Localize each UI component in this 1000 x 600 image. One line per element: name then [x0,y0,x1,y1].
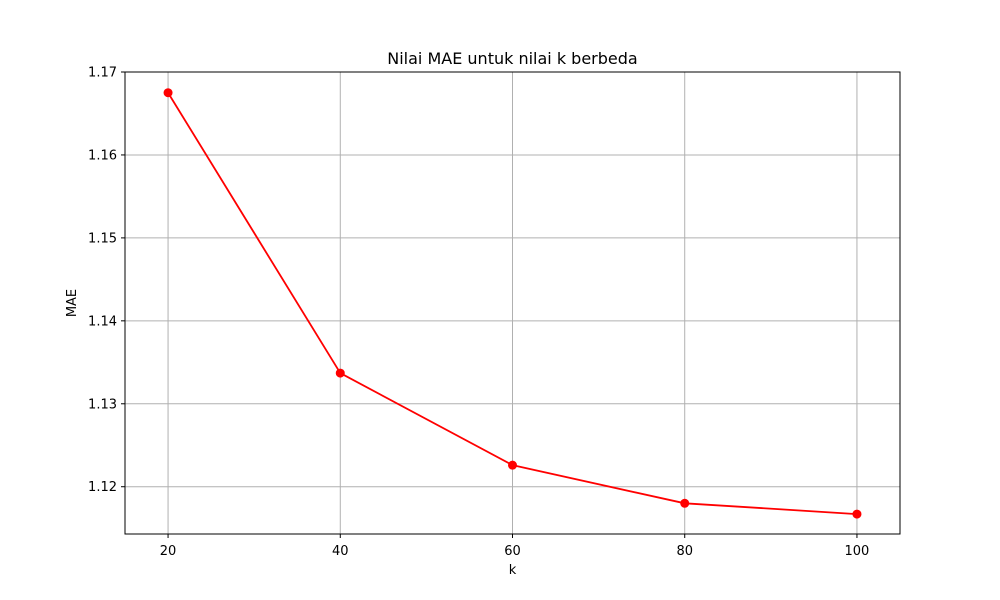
y-tick-label: 1.14 [88,314,117,329]
data-point-marker [680,498,690,508]
data-point-marker [163,88,173,98]
y-tick-label: 1.16 [88,148,117,163]
data-point-marker [852,509,862,519]
chart-title: Nilai MAE untuk nilai k berbeda [387,49,637,68]
x-tick-label: 100 [845,544,870,559]
y-tick-label: 1.12 [88,480,117,495]
data-point-marker [335,368,345,378]
y-tick-label: 1.17 [88,66,117,81]
y-tick-label: 1.15 [88,231,117,246]
x-axis-ticks: 20 40 60 80 100 [160,534,870,559]
y-axis-ticks: 1.12 1.13 1.14 1.15 1.16 1.17 [88,66,125,495]
data-point-marker [508,460,517,470]
x-tick-label: 60 [504,544,521,559]
x-tick-label: 20 [160,544,177,559]
y-tick-label: 1.13 [88,397,117,412]
x-tick-label: 80 [676,544,693,559]
x-axis-label: k [509,563,517,578]
series-layer [163,88,862,519]
y-axis-label: MAE [65,289,80,317]
x-tick-label: 40 [332,544,349,559]
